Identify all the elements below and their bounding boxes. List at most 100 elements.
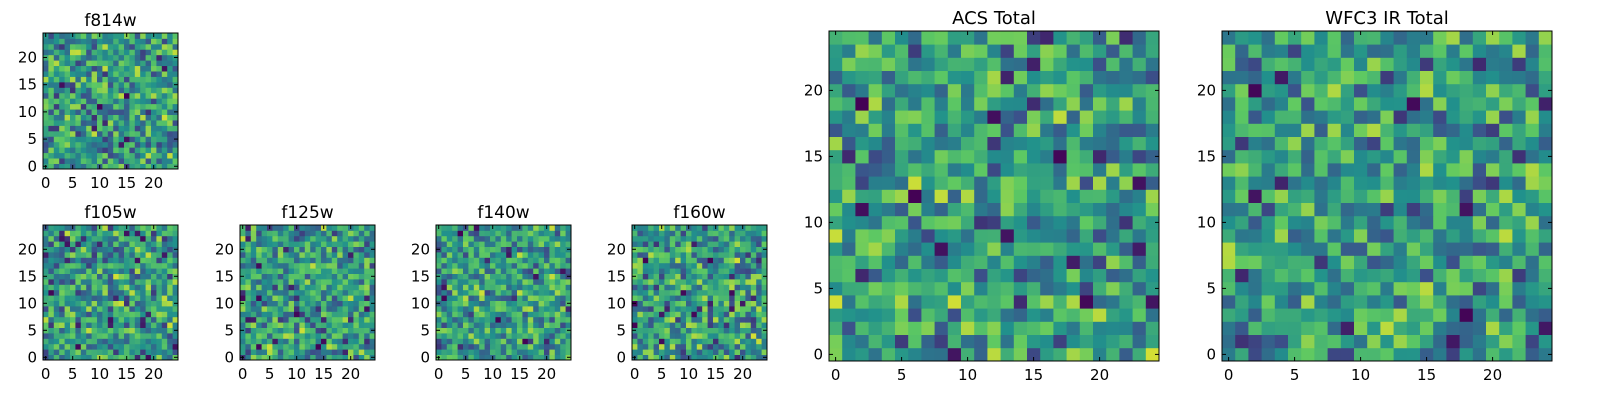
heatmap-cell	[272, 295, 279, 301]
heatmap-cell	[151, 295, 157, 301]
heatmap-cell	[729, 322, 735, 328]
heatmap-cell	[288, 241, 295, 247]
heatmap-cell	[533, 338, 539, 345]
heatmap-cell	[283, 316, 289, 323]
heatmap-cell	[172, 98, 179, 105]
heatmap-cell	[256, 333, 262, 339]
axes-frame	[239, 224, 376, 361]
heatmap-cell	[315, 316, 322, 323]
heatmap-cell	[745, 300, 752, 307]
heatmap-cell	[288, 311, 295, 318]
heatmap-cell	[1367, 281, 1381, 296]
heatmap-cell	[495, 279, 502, 285]
heatmap-cell	[495, 349, 502, 355]
heatmap-cell	[134, 235, 141, 242]
heatmap-cell	[250, 338, 257, 345]
heatmap-cell	[1446, 281, 1460, 296]
panel-title: f814w	[84, 11, 136, 31]
heatmap-cell	[829, 163, 843, 177]
heatmap-cell	[294, 343, 300, 350]
heatmap-cell	[1013, 202, 1028, 217]
heatmap-cell	[113, 279, 119, 285]
heatmap-cell	[304, 343, 311, 350]
heatmap-cell	[446, 257, 453, 264]
heatmap-cell	[369, 295, 376, 301]
heatmap-cell	[881, 57, 896, 71]
heatmap-cell	[756, 225, 762, 231]
heatmap-cell	[527, 262, 534, 269]
heatmap-cell	[554, 241, 561, 247]
heatmap-cell	[1093, 70, 1107, 85]
heatmap-cell	[326, 225, 333, 231]
heatmap-cell	[1106, 321, 1120, 335]
heatmap-cell	[659, 262, 665, 269]
heatmap-cell	[53, 49, 60, 56]
heatmap-cell	[294, 289, 300, 296]
heatmap-cell	[490, 295, 496, 301]
heatmap-cell	[1013, 334, 1028, 349]
heatmap-cell	[855, 347, 869, 362]
heatmap-cell	[565, 338, 572, 345]
heatmap-cell	[1235, 255, 1249, 269]
heatmap-cell	[161, 252, 168, 258]
heatmap-cell	[1274, 123, 1289, 137]
heatmap-cell	[1261, 229, 1276, 243]
heatmap-cell	[113, 338, 119, 345]
heatmap-cell	[1538, 281, 1553, 296]
heatmap-cell	[348, 300, 354, 307]
heatmap-cell	[156, 338, 163, 345]
heatmap-cell	[240, 262, 246, 269]
heatmap-cell	[544, 289, 550, 296]
heatmap-cell	[718, 257, 725, 264]
heatmap-cell	[167, 273, 173, 280]
heatmap-cell	[653, 262, 660, 269]
heatmap-cell	[80, 246, 87, 253]
heatmap-cell	[277, 349, 284, 355]
heatmap-cell	[908, 255, 922, 269]
heatmap-cell	[353, 295, 360, 301]
heatmap-cell	[533, 343, 539, 350]
heatmap-cell	[80, 152, 87, 159]
heatmap-cell	[961, 83, 975, 98]
heatmap-cell	[151, 125, 157, 132]
heatmap-cell	[1027, 334, 1041, 349]
heatmap-cell	[750, 284, 757, 291]
heatmap-cell	[1380, 70, 1394, 85]
heatmap-cell	[348, 349, 354, 355]
heatmap-cell	[457, 354, 464, 361]
heatmap-cell	[718, 246, 725, 253]
heatmap-cell	[337, 354, 343, 361]
heatmap-cell	[1079, 281, 1094, 296]
heatmap-cell	[70, 71, 76, 77]
heatmap-cell	[527, 225, 534, 231]
heatmap-cell	[261, 327, 268, 334]
heatmap-cell	[934, 308, 949, 322]
heatmap-cell	[261, 354, 268, 361]
heatmap-cell	[1446, 308, 1460, 322]
heatmap-cell	[59, 147, 65, 154]
heatmap-cell	[113, 43, 119, 50]
heatmap-cell	[97, 120, 103, 126]
heatmap-cell	[75, 103, 82, 110]
heatmap-cell	[921, 255, 935, 269]
heatmap-cell	[59, 333, 65, 339]
heatmap-cell	[961, 123, 975, 137]
heatmap-cell	[102, 252, 109, 258]
heatmap-cell	[702, 279, 708, 285]
heatmap-cell	[446, 279, 453, 285]
heatmap-cell	[118, 327, 125, 334]
heatmap-cell	[648, 257, 654, 264]
heatmap-cell	[1288, 295, 1302, 309]
heatmap-cell	[337, 289, 343, 296]
heatmap-cell	[53, 338, 60, 345]
panel-title: f160w	[673, 203, 725, 223]
heatmap-cell	[560, 354, 566, 361]
heatmap-cell	[527, 333, 534, 339]
heatmap-cell	[659, 279, 665, 285]
heatmap-cell	[124, 71, 130, 77]
heatmap-cell	[1446, 347, 1460, 362]
heatmap-cell	[829, 295, 843, 309]
heatmap-cell	[107, 120, 114, 126]
heatmap-cell	[1027, 281, 1041, 296]
heatmap-cell	[113, 246, 119, 253]
